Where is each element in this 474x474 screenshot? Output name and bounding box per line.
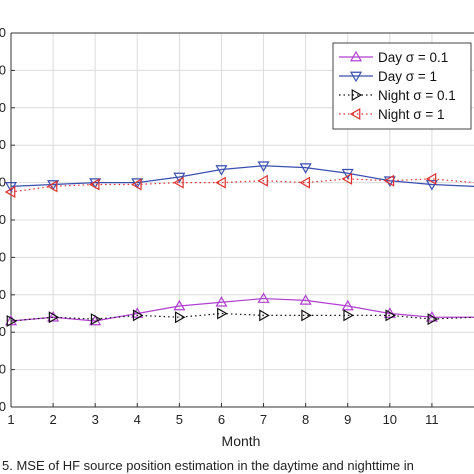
series-3-point-8 [341,172,353,185]
x-tick-label-8: 9 [344,412,351,427]
series-3-point-7 [299,176,310,189]
series-lines [4,161,474,328]
series-0-point-1 [47,311,60,322]
legend-label-0: Day σ = 0.1 [378,50,448,65]
x-axis-label: Month [222,433,261,449]
series-2-point-8 [343,309,354,322]
series-3-point-3 [131,178,142,191]
x-tick-label-1: 2 [49,412,56,427]
y-tick-label-2: 0 [0,324,6,339]
x-tick-label-6: 7 [260,412,267,427]
legend-label-3: Night σ = 1 [378,107,445,122]
series-3-point-0 [4,185,16,198]
series-0-point-5 [215,296,228,307]
x-tick-label-2: 3 [92,412,99,427]
axes [10,32,474,408]
series-3-point-9 [383,174,395,187]
series-1-point-10 [425,180,438,191]
x-tick-label-10: 11 [425,412,439,427]
legend: Day σ = 0.1 Day σ = 1 Night σ = 0.1 Night σ… [332,42,472,130]
series-0-point-7 [299,294,312,305]
series-0-point-6 [257,292,270,303]
series-line-3 [10,178,474,193]
series-2-point-9 [385,309,397,322]
series-2-point-0 [6,314,18,328]
series-2-point-7 [301,309,312,322]
y-tick-label-8: 0 [0,100,6,115]
series-2 [6,307,474,328]
series-3-point-4 [173,176,184,189]
series-2-point-6 [259,309,270,322]
series-2-point-1 [48,311,60,324]
y-tick-label-5: 0 [0,212,6,227]
series-2-point-3 [132,309,144,322]
y-tick-label-9: 0 [0,62,6,77]
series-0-point-0 [4,314,18,326]
series-3 [4,172,474,198]
x-tick-label-4: 5 [176,412,183,427]
series-0-point-8 [341,299,354,311]
legend-label-2: Night σ = 0.1 [378,88,456,103]
legend-label-1: Day σ = 1 [378,69,437,84]
series-1-point-9 [383,176,396,187]
y-tick-label-0: 0 [0,399,6,414]
series-line-1 [10,165,474,187]
figure-caption: 5. MSE of HF source position estimation … [2,458,414,473]
y-tick-label-4: 0 [0,249,6,264]
series-0-point-9 [383,307,396,318]
series-1-point-0 [4,181,18,193]
series-line-0 [10,297,474,322]
x-tick-label-5: 6 [218,412,225,427]
series-2-point-5 [217,307,228,320]
series-3-point-10 [425,172,437,185]
x-tick-label-3: 4 [134,412,141,427]
legend-marker-1 [349,71,363,83]
series-1 [4,161,474,193]
y-tick-label-10: 0 [0,25,6,40]
series-1-point-4 [173,172,186,184]
series-0-point-4 [173,299,186,311]
series-2-point-2 [90,313,102,326]
series-0-point-10 [425,311,438,322]
y-tick-label-6: 0 [0,175,6,190]
y-tick-label-7: 0 [0,137,6,152]
legend-marker-2 [351,88,363,102]
series-2-point-4 [175,311,186,324]
x-tick-label-7: 8 [302,412,309,427]
series-2-point-10 [427,313,439,326]
tick-labels: 1 2 3 4 5 6 7 8 9 10 11 0 0 0 0 0 0 0 0 0 0 0 [0,25,439,427]
series-line-2 [10,312,474,322]
series-0 [4,292,474,326]
x-tick-label-0: 1 [7,412,14,427]
y-tick-label-3: 0 [0,287,6,302]
series-0-point-3 [131,307,144,318]
series-1-point-5 [215,165,228,176]
series-3-point-6 [257,174,268,187]
y-tick-label-1: 0 [0,362,6,377]
series-1-point-7 [299,163,312,174]
series-3-point-1 [46,180,58,193]
series-1-point-6 [257,161,270,172]
legend-marker-3 [349,107,361,121]
legend-marker-0 [349,50,363,62]
series-1-point-8 [341,168,354,180]
x-tick-label-9: 10 [383,412,397,427]
series-3-point-2 [88,178,100,191]
series-3-point-5 [215,176,226,189]
